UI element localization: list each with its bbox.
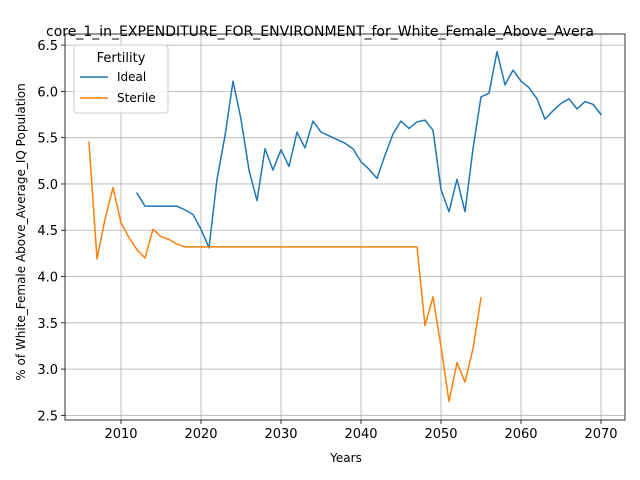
legend-label-ideal: Ideal [117,70,146,84]
legend-label-sterile: Sterile [117,91,156,105]
y-tick-label: 6.0 [37,85,58,100]
y-tick-label: 4.0 [37,271,58,286]
grid-lines [65,34,625,420]
x-tick-label: 2030 [264,427,297,442]
x-axis-label: Years [329,451,362,465]
series-line-ideal [135,50,603,249]
x-tick-label: 2040 [344,427,377,442]
legend-title: Fertility [97,51,146,66]
x-axis-ticks: 2010 2020 2030 2040 2050 2060 2070 [104,420,618,442]
series-line-sterile [88,141,482,403]
y-tick-label: 3.5 [37,317,58,332]
x-tick-label: 2010 [104,427,137,442]
legend-box [73,44,169,114]
x-tick-label: 2060 [504,427,537,442]
y-tick-label: 3.0 [37,363,58,378]
y-tick-label: 4.5 [37,224,58,239]
y-tick-label: 5.5 [37,132,58,147]
y-tick-label: 6.5 [37,39,58,54]
x-tick-label: 2070 [584,427,617,442]
series-lines [88,50,603,403]
y-axis-label: % of White_Female Above_Average_IQ Popul… [14,83,28,380]
y-tick-label: 2.5 [37,409,58,424]
y-tick-label: 5.0 [37,178,58,193]
x-tick-label: 2020 [184,427,217,442]
legend: Fertility Ideal Sterile [73,44,169,114]
x-tick-label: 2050 [424,427,457,442]
chart-title: core_1_in_EXPENDITURE_FOR_ENVIRONMENT_fo… [46,24,594,40]
y-axis-ticks: 2.5 3.0 3.5 4.0 4.5 5.0 5.5 6.0 6.5 [37,39,65,424]
plot-frame [64,33,626,421]
